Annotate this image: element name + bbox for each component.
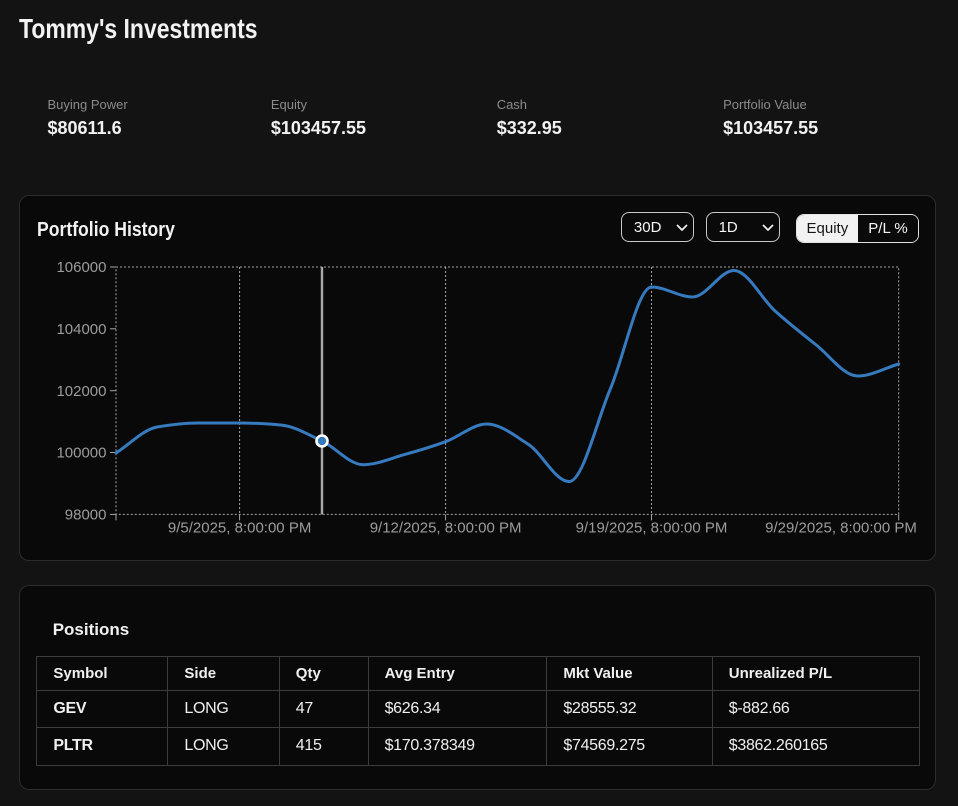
svg-text:9/19/2025, 8:00:00 PM: 9/19/2025, 8:00:00 PM — [576, 520, 728, 537]
svg-text:9/5/2025, 8:00:00 PM: 9/5/2025, 8:00:00 PM — [168, 520, 311, 537]
svg-text:9/12/2025, 8:00:00 PM: 9/12/2025, 8:00:00 PM — [370, 520, 522, 537]
svg-text:9/29/2025, 8:00:00 PM: 9/29/2025, 8:00:00 PM — [765, 520, 917, 537]
svg-text:106000: 106000 — [56, 259, 106, 276]
svg-text:98000: 98000 — [65, 507, 107, 524]
svg-text:102000: 102000 — [56, 383, 106, 400]
svg-text:104000: 104000 — [56, 321, 106, 338]
svg-text:100000: 100000 — [56, 445, 106, 462]
